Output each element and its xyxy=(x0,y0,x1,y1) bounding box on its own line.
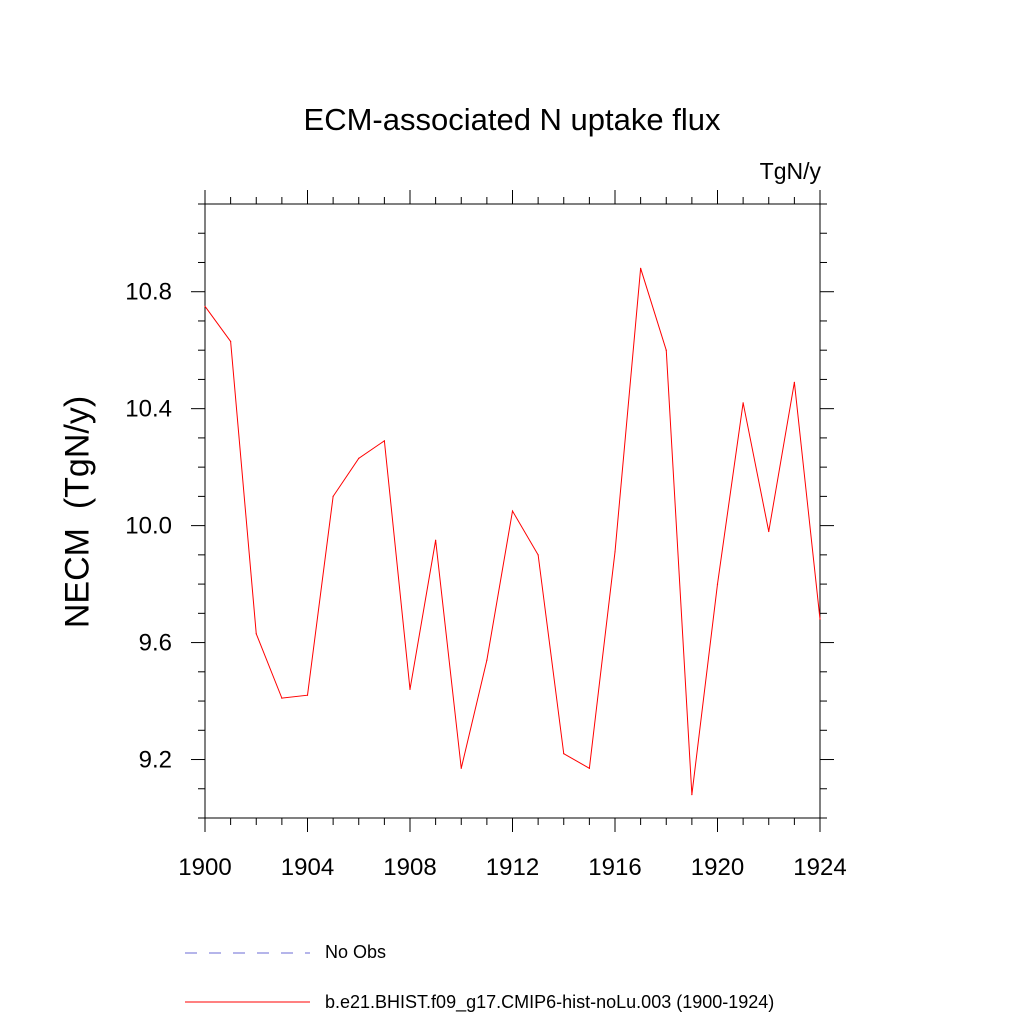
data-point xyxy=(358,457,360,459)
data-point xyxy=(691,794,693,796)
data-point xyxy=(435,539,437,541)
data-point xyxy=(281,697,283,699)
data-point xyxy=(819,618,821,620)
data-point xyxy=(332,495,334,497)
data-point xyxy=(742,402,744,404)
x-tick-label: 1920 xyxy=(691,854,744,881)
data-point xyxy=(306,694,309,696)
series-line xyxy=(204,268,821,795)
data-point xyxy=(588,767,590,769)
data-point xyxy=(768,530,770,533)
data-point xyxy=(511,510,514,512)
data-point xyxy=(665,349,667,351)
legend-label-model-run: b.e21.BHIST.f09_g17.CMIP6-hist-noLu.003 … xyxy=(325,992,775,1012)
data-point xyxy=(793,381,795,383)
data-point xyxy=(486,659,488,661)
data-point xyxy=(383,440,385,442)
x-tick-label: 1904 xyxy=(281,854,334,881)
chart-title: ECM-associated N uptake flux xyxy=(303,102,721,137)
x-tick-label: 1900 xyxy=(178,854,231,881)
y-tick-label: 10.0 xyxy=(125,513,172,540)
y-tick-label: 10.4 xyxy=(125,396,172,423)
data-point xyxy=(409,688,411,690)
y-tick-label: 9.6 xyxy=(139,630,172,657)
units-label: TgN/y xyxy=(759,158,821,184)
data-point xyxy=(537,554,539,556)
y-tick-label: 9.2 xyxy=(139,747,172,774)
data-point xyxy=(255,633,257,635)
x-tick-label: 1912 xyxy=(486,854,539,881)
data-point xyxy=(614,551,616,553)
x-tick-label: 1908 xyxy=(383,854,436,881)
y-tick-label: 10.8 xyxy=(125,279,172,306)
data-point xyxy=(640,267,642,269)
data-point xyxy=(563,753,565,755)
x-tick-label: 1924 xyxy=(793,854,846,881)
data-point xyxy=(460,767,462,769)
legend-label-no-obs: No Obs xyxy=(325,942,387,962)
data-point xyxy=(204,305,206,307)
x-tick-label: 1916 xyxy=(588,854,641,881)
data-point xyxy=(230,340,232,343)
data-point xyxy=(716,583,719,585)
